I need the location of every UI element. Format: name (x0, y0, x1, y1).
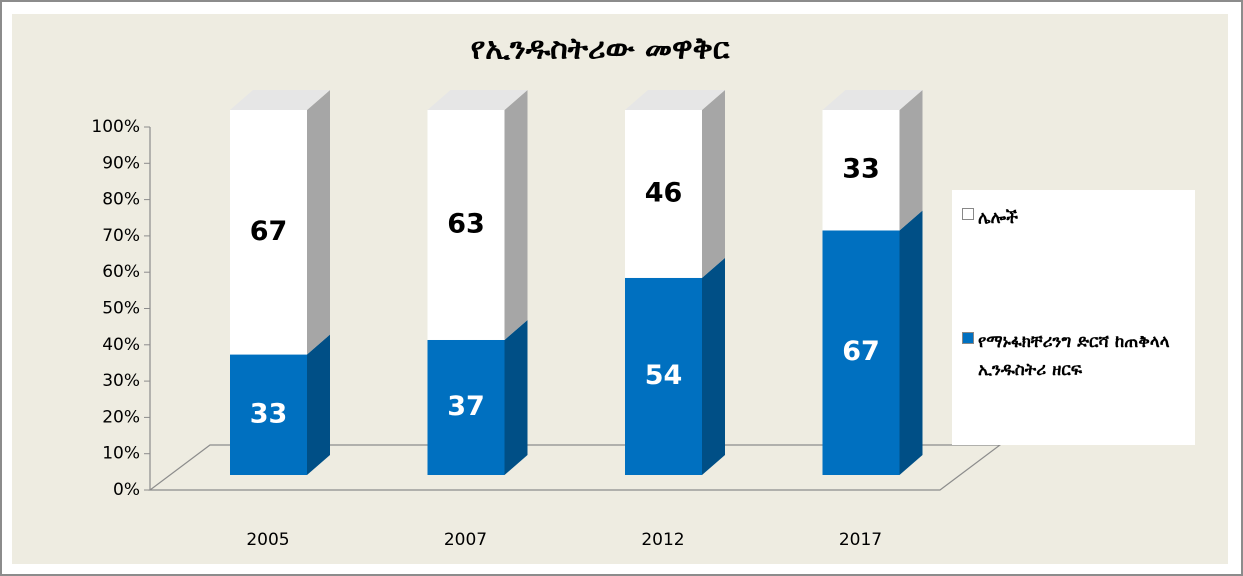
y-tick-label: 80% (102, 190, 140, 210)
y-tick-label: 60% (102, 262, 140, 282)
floor (148, 444, 1002, 491)
data-label: 37 (447, 391, 485, 422)
bar-side (307, 334, 330, 475)
bar-top (427, 90, 528, 110)
y-tick-label: 100% (91, 117, 140, 137)
y-tick-label: 10% (102, 444, 140, 464)
x-tick-label: 2017 (839, 530, 882, 550)
bar-side (307, 90, 330, 355)
bar-segment (230, 354, 307, 475)
bar-side (899, 210, 923, 475)
bar-side (504, 319, 528, 475)
bar-segment (427, 339, 505, 475)
bar-side (504, 90, 528, 340)
bar-top (822, 90, 923, 110)
bar-side (899, 90, 923, 231)
data-label: 46 (645, 177, 683, 208)
bar-side (702, 90, 725, 278)
legend: ሌሎች የማኑፋክቸሪንግ ድርሻ ከጠቅላላ ኢንዱስትሪ ዘርፍ (952, 190, 1195, 445)
y-tick-label: 50% (102, 299, 140, 319)
x-tick-label: 2007 (444, 530, 487, 550)
y-tick-label: 40% (102, 335, 140, 355)
bar-side (702, 257, 725, 475)
bar-segment (822, 230, 900, 475)
legend-label: ሌሎች (978, 208, 1019, 228)
data-label: 33 (842, 154, 880, 185)
legend-swatch (962, 332, 974, 344)
legend-item: ሌሎች (962, 204, 1178, 232)
y-tick-label: 70% (102, 226, 140, 246)
data-label: 67 (842, 336, 880, 367)
x-tick-label: 2012 (641, 530, 684, 550)
bar-segment (625, 277, 702, 475)
chart-title: የኢንዱስትሪው መዋቅር (471, 32, 731, 67)
bar-segment (625, 110, 702, 278)
data-label: 63 (447, 208, 485, 239)
legend-label: የማኑፋክቸሪንግ ድርሻ ከጠቅላላ ኢንዱስትሪ ዘርፍ (978, 332, 1170, 380)
y-tick-label: 90% (102, 153, 140, 173)
y-tick-label: 30% (102, 371, 140, 391)
bar-segment (230, 110, 307, 355)
bar-segment (427, 110, 505, 340)
y-tick-label: 20% (102, 407, 140, 427)
data-label: 54 (645, 360, 683, 391)
y-tick-label: 0% (113, 480, 140, 500)
bar-segment (822, 110, 900, 231)
data-label: 67 (250, 216, 288, 247)
legend-swatch (962, 208, 974, 220)
x-tick-label: 2005 (246, 530, 289, 550)
legend-item: የማኑፋክቸሪንግ ድርሻ ከጠቅላላ ኢንዱስትሪ ዘርፍ (962, 328, 1178, 384)
bar-top (625, 90, 725, 110)
data-label: 33 (250, 398, 288, 429)
bar-top (230, 90, 330, 110)
